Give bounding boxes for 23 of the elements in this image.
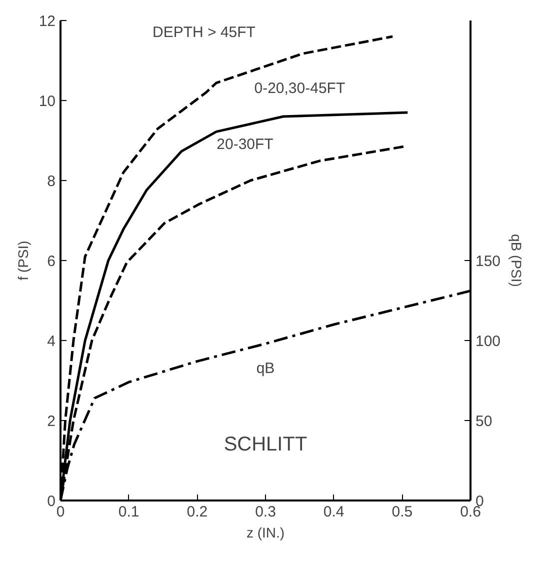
x-axis-title: z (IN.) xyxy=(246,524,285,540)
y-tick-label: 8 xyxy=(47,173,56,190)
annotation: 0-20,30-45FT xyxy=(254,80,346,97)
y2-tick-label: 150 xyxy=(476,253,501,270)
y-tick-label: 2 xyxy=(47,413,56,430)
y2-tick-label: 100 xyxy=(476,333,501,350)
y-tick-label: 12 xyxy=(38,13,56,30)
y2-tick-label: 50 xyxy=(476,413,492,430)
annotation: 20-30FT xyxy=(216,136,274,153)
y-tick-label: 0 xyxy=(47,493,56,510)
x-tick-label: 0.4 xyxy=(323,504,344,520)
y-tick-label: 10 xyxy=(38,93,56,110)
y2-axis-title: qB (PSI) xyxy=(508,234,525,287)
annotation: SCHLITT xyxy=(224,434,308,456)
annotation: qB xyxy=(256,360,275,377)
x-tick-label: 0.1 xyxy=(118,504,140,520)
y-axis-title: f (PSI) xyxy=(14,240,31,280)
y-tick-label: 6 xyxy=(47,253,56,270)
x-tick-label: 0.2 xyxy=(186,504,208,520)
annotation: DEPTH > 45FT xyxy=(152,24,256,41)
x-tick-label: 0.5 xyxy=(392,504,413,520)
x-tick-label: 0.3 xyxy=(255,504,276,520)
y-tick-label: 4 xyxy=(47,333,56,350)
